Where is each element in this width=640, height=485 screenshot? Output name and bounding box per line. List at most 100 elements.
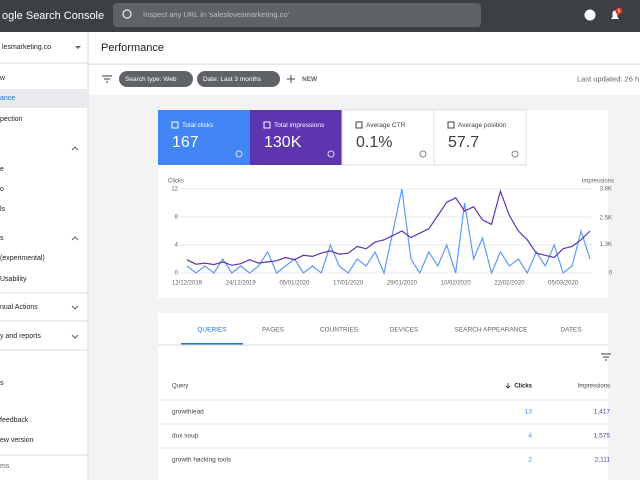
x-tick-label: 12/12/2019: [172, 281, 203, 287]
cell[interactable]: growthlead: [172, 409, 204, 416]
x-tick-label: 24/12/2019: [226, 281, 257, 287]
checkbox[interactable]: [447, 121, 455, 129]
cell: 1,417: [594, 409, 611, 416]
chip-label: Search type: Web: [125, 76, 177, 83]
y2-axis-title: Impressions: [582, 179, 614, 185]
y2-tick-label: 0: [609, 271, 613, 277]
metric-card[interactable]: [250, 110, 342, 165]
metric-value: 167: [172, 134, 199, 151]
nav-item[interactable]: y and reports: [0, 333, 41, 340]
last-updated: Last updated: 26 h: [577, 74, 639, 83]
nav-item[interactable]: nual Actions: [0, 304, 38, 311]
help-icon[interactable]: [584, 9, 596, 21]
badge: [615, 7, 623, 15]
metric-value: 57.7: [448, 134, 479, 151]
logo: ogle Search Console: [2, 10, 104, 22]
metric-cards: Total clicks 167 Total impressions 130K Aver…: [158, 109, 527, 166]
nav-item[interactable]: pection: [0, 116, 23, 123]
nav-item[interactable]: w: [0, 75, 6, 82]
metric-label: Average position: [458, 122, 507, 129]
search-icon: [122, 9, 132, 19]
nav-item[interactable]: o: [0, 186, 4, 193]
nav-item[interactable]: Usability: [0, 276, 27, 283]
chart: Clicks Impressions 0 4 8 12 0 1.3K 2.5K 3.8K 12/12…: [168, 179, 614, 287]
sidebar-items: w ance pection e o ls s (experimental) Usability…: [0, 75, 45, 470]
nav-item[interactable]: s: [0, 380, 4, 387]
table: Query Clicks Impressions growthlead 13 1,417 d…: [158, 383, 610, 464]
chip[interactable]: [119, 71, 193, 87]
column-header[interactable]: Query: [172, 384, 188, 390]
checkbox[interactable]: [355, 121, 363, 129]
tab-indicator: [181, 343, 243, 345]
x-tick-label: 17/01/2020: [333, 281, 364, 287]
chip[interactable]: [197, 71, 280, 87]
tab[interactable]: COUNTRIES: [320, 327, 359, 334]
x-tick-label: 29/01/2020: [387, 281, 418, 287]
checkbox[interactable]: [171, 121, 179, 129]
nav-item[interactable]: feedback: [0, 417, 29, 424]
nav-item[interactable]: (experimental): [0, 255, 45, 262]
metric-card[interactable]: [158, 110, 250, 165]
search-placeholder: Inspect any URL in 'saleslovesmarketing.…: [143, 10, 290, 19]
selected-item: [0, 89, 88, 108]
tab[interactable]: SEARCH APPEARANCE: [455, 327, 529, 334]
chip-label: Date: Last 3 months: [203, 76, 262, 83]
tab[interactable]: DEVICES: [390, 327, 419, 334]
search-box[interactable]: [113, 3, 481, 27]
tab[interactable]: DATES: [560, 327, 582, 334]
info-icon: [419, 150, 427, 158]
y-tick-label: 4: [175, 243, 179, 249]
tab[interactable]: QUERIES: [197, 327, 227, 334]
nav-item[interactable]: ance: [0, 95, 15, 102]
new-filter[interactable]: NEW: [302, 76, 318, 83]
chevrons: [71, 146, 79, 339]
info-icon: [235, 150, 243, 158]
cell: 1,575: [594, 433, 611, 440]
info-icon: [511, 150, 519, 158]
metric-label: Total clicks: [182, 122, 214, 129]
series-line: [186, 189, 591, 266]
x-tick-label: 05/01/2020: [279, 281, 310, 287]
page-title: Performance: [101, 42, 164, 54]
cell: 13: [525, 409, 533, 416]
checkbox[interactable]: [263, 121, 271, 129]
column-header[interactable]: Clicks: [514, 384, 532, 390]
metric-card[interactable]: [433, 109, 527, 166]
x-tick-label: 22/02/2020: [494, 281, 525, 287]
nav-item[interactable]: ls: [0, 206, 6, 213]
tab[interactable]: PAGES: [262, 327, 285, 334]
table-filter-icon[interactable]: [601, 353, 611, 361]
metric-label: Total impressions: [274, 122, 325, 129]
tabs: QUERIES PAGES COUNTRIES DEVICES SEARCH APPEA…: [181, 327, 582, 345]
y-tick-label: 0: [175, 271, 179, 277]
y2-tick-label: 2.5K: [600, 215, 612, 221]
metric-value: 130K: [264, 134, 302, 151]
y-tick-label: 12: [171, 187, 178, 193]
cell[interactable]: dux soup: [172, 433, 199, 440]
x-tick-label: 05/03/2020: [548, 281, 579, 287]
y2-tick-label: 1.3K: [600, 242, 612, 248]
y-axis-title: Clicks: [168, 179, 184, 185]
metric-card[interactable]: [341, 109, 435, 166]
cell[interactable]: growth hacking tools: [172, 457, 232, 464]
nav-item[interactable]: e: [0, 166, 4, 173]
plus-icon: [287, 75, 295, 83]
y-tick-label: 8: [175, 215, 179, 221]
property[interactable]: lesmarketing.co: [2, 44, 51, 51]
filter-icon[interactable]: [102, 75, 112, 83]
notification-count: 6: [618, 8, 621, 14]
header: [89, 32, 640, 64]
column-header[interactable]: Impressions: [578, 384, 610, 390]
x-tick-label: 10/02/2020: [441, 281, 472, 287]
metric-value: 0.1%: [356, 134, 392, 151]
nav-item[interactable]: ew version: [0, 437, 34, 444]
sort-arrow: [505, 383, 511, 389]
cell: 2,111: [595, 457, 611, 464]
dropdown: [75, 46, 81, 49]
info-icon: [327, 150, 335, 158]
nav-item[interactable]: s: [0, 235, 4, 242]
nav-item[interactable]: ms: [0, 463, 10, 470]
cell: 2: [528, 457, 532, 464]
